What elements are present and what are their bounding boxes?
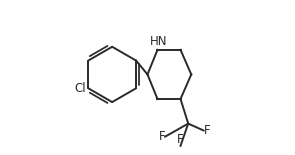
Text: F: F: [204, 124, 210, 137]
Text: Cl: Cl: [74, 82, 86, 95]
Text: HN: HN: [150, 35, 167, 48]
Text: F: F: [177, 133, 184, 146]
Text: F: F: [158, 130, 165, 143]
